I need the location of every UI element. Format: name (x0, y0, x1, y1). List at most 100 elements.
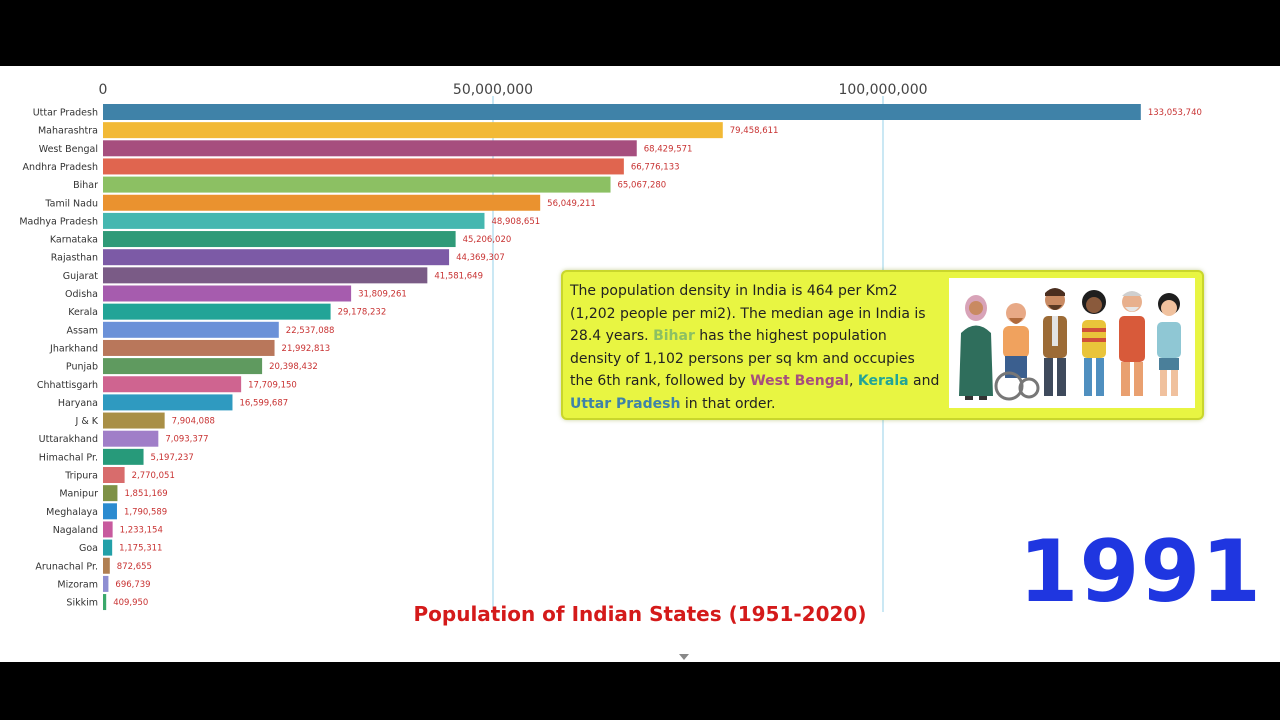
value-label: 1,790,589 (124, 507, 167, 517)
value-label: 79,458,611 (730, 126, 779, 136)
bar (103, 122, 723, 139)
value-label: 65,067,280 (618, 181, 667, 191)
value-label: 1,233,154 (120, 525, 163, 535)
bar (103, 267, 428, 284)
category-label: Haryana (58, 398, 98, 409)
value-label: 21,992,813 (282, 344, 331, 354)
info-text: The population density in India is 464 p… (570, 280, 940, 415)
value-label: 22,537,088 (286, 326, 335, 336)
bar (103, 412, 165, 429)
value-label: 20,398,432 (269, 362, 318, 372)
info-segment: and (908, 373, 940, 389)
bar (103, 394, 233, 411)
person-icon (1082, 290, 1106, 396)
category-label: Goa (79, 543, 98, 554)
bar (103, 521, 113, 538)
chevron-down-icon[interactable] (679, 654, 689, 660)
category-label: Rajasthan (51, 253, 98, 264)
category-label: Jharkhand (49, 343, 98, 354)
category-label: Meghalaya (46, 507, 98, 518)
value-label: 66,776,133 (631, 162, 680, 172)
person-icon (994, 303, 1040, 401)
value-label: 29,178,232 (338, 308, 387, 318)
info-segment: The population density in India is 464 p… (570, 283, 926, 344)
bar-chart: 0 50,000,000 100,000,000 Uttar Pradesh 133,0… (19, 82, 1202, 612)
value-label: 31,809,261 (358, 290, 407, 300)
bar (103, 594, 107, 611)
value-label: 5,197,237 (151, 453, 194, 463)
info-segment: in that order. (680, 395, 776, 412)
category-label: Tamil Nadu (44, 198, 98, 209)
value-label: 1,175,311 (119, 544, 162, 554)
bar (103, 557, 110, 574)
category-label: Uttar Pradesh (33, 108, 98, 119)
labels: 0 50,000,000 100,000,000 Uttar Pradesh 133,0… (19, 82, 1202, 609)
category-label: Nagaland (53, 525, 98, 536)
bar (103, 430, 159, 447)
diverse-people-illustration-icon (949, 278, 1195, 408)
value-label: 872,655 (117, 562, 152, 572)
category-label: J & K (75, 416, 99, 427)
highlight-kerala: Kerala (857, 373, 909, 389)
person-icon (1157, 293, 1181, 396)
value-label: 696,739 (115, 580, 150, 590)
bars (103, 104, 1141, 611)
category-label: Odisha (65, 289, 98, 300)
tick-label: 50,000,000 (453, 82, 533, 98)
category-label: Himachal Pr. (39, 452, 98, 463)
value-label: 17,709,150 (248, 380, 297, 390)
value-label: 133,053,740 (1148, 108, 1202, 118)
info-segment: , (848, 373, 858, 389)
bar (103, 339, 275, 356)
category-label: Maharashtra (38, 126, 98, 137)
bar (103, 358, 263, 375)
category-label: Assam (67, 325, 98, 336)
value-label: 409,950 (113, 598, 148, 608)
bar (103, 448, 144, 465)
category-label: Mizoram (57, 579, 98, 590)
chart-title: Population of Indian States (1951-2020) (413, 602, 867, 626)
bar (103, 176, 611, 193)
bar (103, 140, 637, 157)
value-label: 7,904,088 (172, 417, 215, 427)
category-label: Bihar (73, 180, 98, 191)
person-icon (1119, 291, 1145, 396)
info-box: The population density in India is 464 p… (561, 270, 1204, 420)
bar (103, 321, 279, 338)
category-label: Karnataka (50, 235, 98, 246)
category-label: Arunachal Pr. (35, 561, 98, 572)
bar (103, 249, 450, 266)
category-label: Punjab (66, 362, 98, 373)
tick-label: 0 (99, 82, 108, 98)
highlight-bihar: Bihar (653, 328, 695, 344)
chart-stage: 0 50,000,000 100,000,000 Uttar Pradesh 133,0… (0, 66, 1280, 662)
value-label: 16,599,687 (239, 398, 288, 408)
bar (103, 285, 352, 302)
category-label: Manipur (59, 489, 98, 500)
bar (103, 303, 331, 320)
bar (103, 503, 117, 520)
category-label: Uttarakhand (39, 434, 98, 445)
tick-label: 100,000,000 (838, 82, 927, 98)
highlight-uttar-pradesh: Uttar Pradesh (570, 395, 681, 412)
bar (103, 575, 109, 592)
bar (103, 485, 118, 502)
bar (103, 194, 541, 211)
value-label: 1,851,169 (124, 489, 167, 499)
category-label: Madhya Pradesh (19, 216, 98, 227)
bar (103, 539, 113, 556)
category-label: Chhattisgarh (37, 380, 98, 391)
value-label: 44,369,307 (456, 253, 505, 263)
category-label: Kerala (68, 307, 98, 318)
bar (103, 212, 485, 229)
year-label: 1991 (1018, 522, 1262, 622)
value-label: 7,093,377 (165, 435, 208, 445)
info-segment: has the highest population density of 1,… (570, 328, 915, 389)
value-label: 41,581,649 (434, 271, 483, 281)
bar (103, 467, 125, 483)
category-label: West Bengal (39, 144, 98, 155)
bar (103, 376, 242, 393)
value-label: 68,429,571 (644, 144, 693, 154)
value-label: 45,206,020 (463, 235, 512, 245)
category-label: Sikkim (66, 598, 98, 609)
